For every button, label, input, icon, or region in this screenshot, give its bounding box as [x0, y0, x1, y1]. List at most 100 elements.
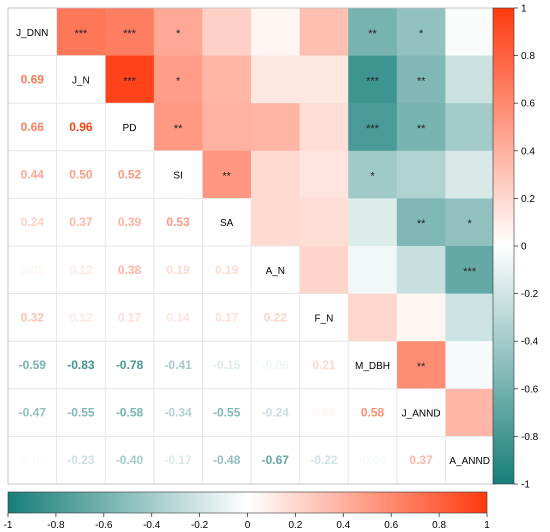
correlation-value: -0.06	[262, 358, 290, 372]
variable-label: A_N	[266, 266, 285, 277]
lower-cell	[202, 246, 251, 294]
colorbar-tick-label: 1	[484, 520, 490, 531]
colorbar-tick-label: 0.4	[521, 146, 535, 157]
diagonal-cell	[396, 388, 446, 437]
correlation-value: 0.37	[69, 215, 93, 229]
colorbar-tick-label: -0.8	[47, 520, 65, 531]
correlation-value: -0.59	[19, 358, 47, 372]
correlation-value: 0.14	[166, 310, 190, 324]
significance-stars: **	[222, 171, 231, 183]
variable-label: A_ANND	[449, 456, 490, 467]
correlation-value: 0.44	[21, 168, 45, 182]
correlation-value: 0.52	[118, 168, 142, 182]
correlation-value: -0.24	[262, 406, 290, 420]
correlation-value: 0.53	[166, 215, 190, 229]
lower-cell	[56, 341, 106, 389]
correlation-value: 0.39	[118, 215, 142, 229]
lower-cell	[8, 293, 57, 342]
lower-cell	[8, 436, 57, 484]
colorbar-tick-label: -0.6	[521, 384, 539, 395]
lower-cell	[153, 388, 203, 437]
diagonal-cell	[56, 55, 106, 104]
colorbar-tick-label: -0.2	[191, 520, 209, 531]
correlation-value: -0.47	[19, 406, 47, 420]
variable-label: J_ANND	[402, 409, 441, 420]
significance-stars: ***	[463, 266, 477, 278]
lower-cell	[251, 388, 300, 437]
upper-cell	[396, 293, 446, 342]
correlation-value: 0.17	[215, 310, 239, 324]
colorbar-tick-label: 0.2	[521, 194, 535, 205]
lower-cell	[56, 293, 106, 342]
correlation-value: 0.32	[21, 310, 45, 324]
diagonal-cell	[251, 246, 300, 294]
upper-cell	[105, 8, 155, 56]
upper-cell	[396, 246, 446, 294]
correlation-value: -0.23	[67, 453, 95, 467]
significance-stars: ***	[366, 75, 380, 87]
correlation-value: -0.83	[67, 358, 95, 372]
colorbar-tick-label: -0.4	[521, 337, 539, 348]
correlation-value: 0.96	[69, 120, 93, 134]
colorbar-tick-label: -0.6	[95, 520, 113, 531]
colorbar-tick-label: 0.8	[432, 520, 446, 531]
lower-cell	[299, 388, 349, 437]
upper-cell	[445, 246, 495, 294]
significance-stars: ***	[123, 75, 137, 87]
correlation-value: -0.41	[164, 358, 192, 372]
colorbar-tick-label: -0.2	[521, 289, 539, 300]
upper-cell	[202, 150, 252, 199]
significance-stars: **	[174, 123, 183, 135]
upper-cell	[299, 198, 349, 247]
lower-cell	[153, 341, 203, 389]
colorbar-tick-label: 1	[521, 4, 527, 15]
significance-stars: **	[417, 218, 426, 230]
correlation-value: 0.12	[69, 263, 93, 277]
lower-cell	[105, 246, 154, 294]
correlation-value: -0.17	[164, 453, 192, 467]
lower-cell	[105, 150, 154, 199]
correlation-value: -0.34	[164, 406, 192, 420]
variable-label: PD	[123, 123, 137, 134]
colorbar-tick-label: -0.4	[143, 520, 161, 531]
correlation-value: -0.15	[213, 358, 241, 372]
upper-cell	[348, 293, 398, 342]
upper-cell	[445, 293, 495, 342]
colorbar-tick-label: 0.8	[521, 51, 535, 62]
upper-cell	[202, 55, 252, 104]
lower-cell	[8, 246, 57, 294]
upper-cell	[396, 103, 446, 152]
correlation-value: 0.17	[118, 310, 142, 324]
upper-cell	[396, 198, 446, 247]
lower-cell	[8, 341, 57, 389]
correlation-value: 0.58	[361, 406, 385, 420]
lower-cell	[105, 388, 154, 437]
lower-cell	[153, 436, 203, 484]
significance-stars: ***	[74, 28, 88, 40]
lower-cell	[105, 293, 154, 342]
correlation-value: -0.55	[213, 406, 241, 420]
upper-cell	[56, 8, 106, 56]
lower-cell	[348, 388, 397, 437]
correlation-value: 0.12	[69, 310, 93, 324]
upper-cell	[251, 55, 300, 104]
lower-cell	[8, 150, 57, 199]
colorbar-vertical	[492, 7, 515, 485]
variable-label: M_DBH	[355, 361, 390, 372]
upper-cell	[202, 8, 252, 56]
upper-cell	[348, 103, 398, 152]
upper-cell	[445, 388, 495, 437]
lower-cell	[348, 436, 397, 484]
colorbar-tick-label: -1	[4, 520, 13, 531]
upper-cell	[153, 103, 203, 152]
diagonal-cell	[348, 341, 397, 389]
lower-cell	[299, 436, 349, 484]
correlation-value: 0.66	[21, 120, 45, 134]
lower-cell	[56, 246, 106, 294]
variable-label: SA	[220, 218, 234, 229]
variable-label: J_N	[72, 75, 90, 86]
heatmap-labels: J_DNN *** *** * ** *0.69 J_N *** * *** **0.66 0.96 P…	[16, 28, 490, 467]
correlation-value: -0.58	[116, 406, 144, 420]
upper-cell	[348, 246, 398, 294]
